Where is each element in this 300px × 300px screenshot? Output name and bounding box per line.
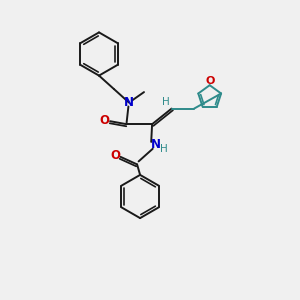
Text: N: N [151, 138, 161, 151]
Text: O: O [205, 76, 214, 86]
Text: N: N [124, 96, 134, 109]
Text: O: O [110, 149, 120, 162]
Text: H: H [162, 97, 170, 107]
Text: H: H [160, 144, 168, 154]
Text: O: O [99, 114, 109, 127]
